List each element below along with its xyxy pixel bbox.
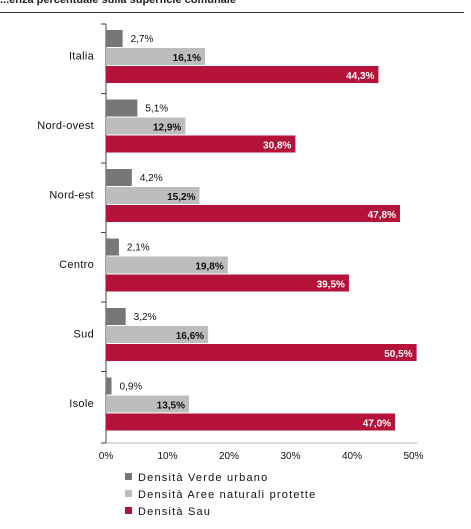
data-label: 2,1% [127, 243, 150, 254]
bar-aree-protette [106, 326, 209, 343]
legend-label: Densità Aree naturali protette [138, 489, 316, 501]
bar-aree-protette [106, 395, 190, 413]
legend-swatch [125, 490, 132, 497]
category-labels: Italia Nord-ovest Nord-est Centro Sud Isole [37, 51, 94, 411]
data-label: 16,6% [176, 331, 204, 342]
data-label: 3,2% [134, 312, 157, 323]
data-label: 2,7% [131, 34, 154, 45]
data-label: 4,2% [140, 173, 163, 184]
bar-verde-urbano [106, 377, 112, 395]
bar-sau [106, 344, 417, 361]
data-label: 47,0% [363, 419, 391, 430]
data-label: 0,9% [120, 382, 143, 393]
x-tick-label: 50% [403, 451, 423, 462]
bar-sau [106, 413, 396, 431]
data-label: 47,8% [368, 210, 396, 221]
bar-sau [106, 135, 296, 153]
data-label: 16,1% [173, 53, 201, 64]
x-tick-label: 30% [280, 451, 300, 462]
category-label: Nord-ovest [37, 120, 94, 132]
chart-title: ...enza percentuale sulla superficie com… [0, 0, 236, 6]
legend-swatch [125, 473, 132, 480]
title-divider [0, 12, 464, 13]
category-label: Nord-est [49, 190, 94, 202]
bar-verde-urbano [106, 99, 138, 117]
bar-verde-urbano [106, 169, 132, 186]
bar-verde-urbano [106, 238, 119, 256]
bar-aree-protette [106, 117, 186, 135]
legend-label: Densità Verde urbano [138, 472, 268, 484]
data-label: 15,2% [167, 192, 195, 203]
data-label: 19,8% [195, 262, 223, 273]
category-label: Isole [69, 398, 94, 410]
category-label: Centro [59, 259, 94, 271]
legend-label: Densità Sau [138, 506, 211, 518]
bar-aree-protette [106, 187, 200, 204]
data-label: 30,8% [263, 141, 291, 152]
bar-aree-protette [106, 48, 206, 65]
data-label: 39,5% [317, 280, 345, 291]
bar-sau [106, 205, 400, 222]
bars-group: 2,7% 16,1% 44,3% 5,1% 12,9% 30,8% 4,2% 15,2% 47,… [106, 30, 417, 431]
x-tick-label: 20% [219, 451, 239, 462]
legend: Densità Verde urbano Densità Aree natural… [125, 472, 316, 518]
data-label: 5,1% [145, 104, 168, 115]
x-tick-label: 0% [99, 451, 114, 462]
category-label: Sud [74, 329, 94, 341]
bar-verde-urbano [106, 30, 123, 47]
x-tick-label: 10% [157, 451, 177, 462]
bar-sau [106, 66, 379, 83]
data-label: 13,5% [157, 401, 185, 412]
data-label: 50,5% [384, 349, 412, 360]
bar-verde-urbano [106, 308, 126, 325]
bar-aree-protette [106, 256, 228, 274]
x-tick-label: 40% [342, 451, 362, 462]
data-label: 12,9% [153, 123, 181, 134]
chart-axes [101, 23, 418, 444]
x-tick-labels: 0% 10% 20% 30% 40% 50% [99, 451, 424, 462]
category-label: Italia [69, 51, 95, 63]
data-label: 44,3% [346, 71, 374, 82]
bar-sau [106, 274, 349, 292]
legend-swatch [125, 507, 132, 514]
